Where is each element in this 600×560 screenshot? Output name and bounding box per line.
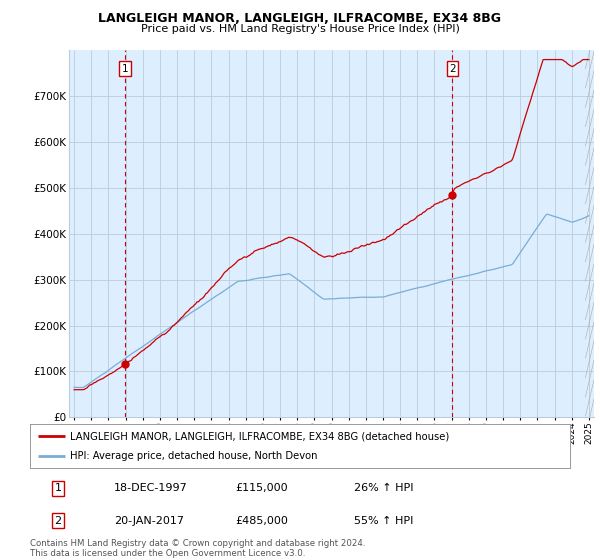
Text: 2: 2: [449, 64, 456, 74]
Text: LANGLEIGH MANOR, LANGLEIGH, ILFRACOMBE, EX34 8BG: LANGLEIGH MANOR, LANGLEIGH, ILFRACOMBE, …: [98, 12, 502, 25]
Text: 26% ↑ HPI: 26% ↑ HPI: [354, 483, 413, 493]
Text: 2: 2: [55, 516, 62, 526]
Text: 1: 1: [55, 483, 62, 493]
Text: 20-JAN-2017: 20-JAN-2017: [114, 516, 184, 526]
Text: LANGLEIGH MANOR, LANGLEIGH, ILFRACOMBE, EX34 8BG (detached house): LANGLEIGH MANOR, LANGLEIGH, ILFRACOMBE, …: [71, 431, 450, 441]
Text: 55% ↑ HPI: 55% ↑ HPI: [354, 516, 413, 526]
Text: £485,000: £485,000: [235, 516, 288, 526]
Text: 1: 1: [122, 64, 128, 74]
Text: Price paid vs. HM Land Registry's House Price Index (HPI): Price paid vs. HM Land Registry's House …: [140, 24, 460, 34]
Text: Contains HM Land Registry data © Crown copyright and database right 2024.
This d: Contains HM Land Registry data © Crown c…: [30, 539, 365, 558]
Text: 18-DEC-1997: 18-DEC-1997: [114, 483, 187, 493]
Text: HPI: Average price, detached house, North Devon: HPI: Average price, detached house, Nort…: [71, 451, 318, 461]
Text: £115,000: £115,000: [235, 483, 288, 493]
